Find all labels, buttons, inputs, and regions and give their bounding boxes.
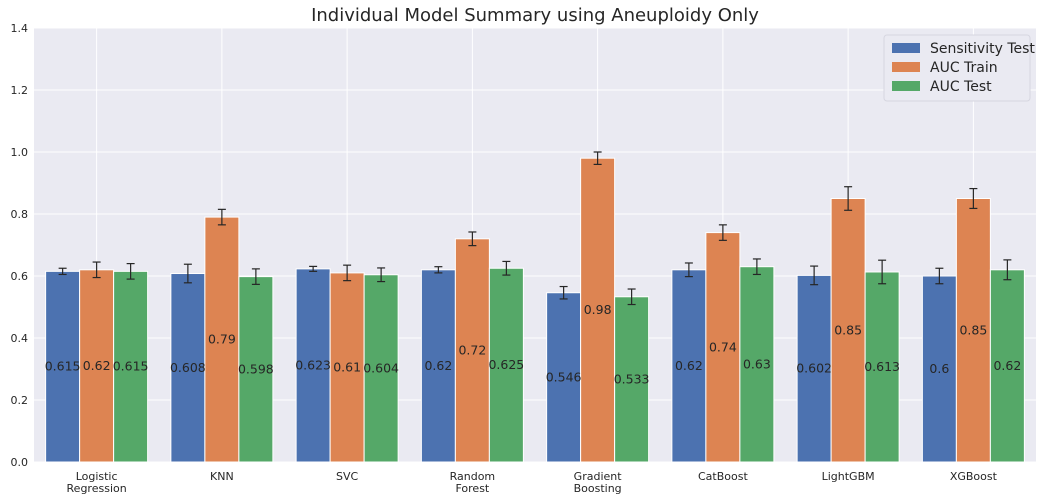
- bar-value-label: 0.623: [295, 357, 331, 372]
- bar-value-label: 0.533: [614, 371, 650, 386]
- bar-value-label: 0.602: [796, 361, 832, 376]
- bar: [546, 292, 582, 463]
- bar-value-label: 0.62: [83, 358, 111, 373]
- bar: [79, 269, 115, 463]
- x-tick-label: SVC: [336, 470, 359, 483]
- x-axis-ticks: Logistic Regression KNN SVC Random Forest Grad…: [67, 470, 998, 495]
- legend: Sensitivity Test AUC Train AUC Test: [883, 34, 1035, 102]
- bar-value-label: 0.85: [959, 322, 987, 337]
- bar-value-label: 0.62: [424, 358, 452, 373]
- bar-value-label: 0.615: [45, 359, 81, 374]
- y-tick-label: 1.0: [11, 146, 29, 159]
- legend-label: AUC Train: [930, 60, 998, 76]
- y-tick-label: 1.4: [11, 22, 29, 35]
- bar: [671, 269, 707, 463]
- bar-value-label: 0.608: [170, 360, 206, 375]
- legend-box: [883, 34, 1031, 102]
- bar-value-label: 0.546: [546, 369, 582, 384]
- x-tick-label: Logistic Regression: [67, 470, 127, 495]
- error-bars: [58, 151, 1012, 306]
- bar-value-label: 0.79: [208, 332, 236, 347]
- y-tick-label: 0.0: [11, 456, 29, 469]
- legend-label: AUC Test: [930, 79, 992, 95]
- bar: [921, 275, 957, 463]
- y-tick-label: 1.2: [11, 84, 29, 97]
- bar: [170, 273, 206, 463]
- legend-swatch: [892, 81, 920, 91]
- bar-value-label: 0.61: [333, 359, 361, 374]
- bar: [113, 270, 149, 463]
- bar-value-label: 0.98: [584, 302, 612, 317]
- x-tick-label: Gradient Boosting: [574, 470, 623, 495]
- bar: [796, 274, 832, 463]
- bar-value-label: 0.615: [113, 359, 149, 374]
- x-tick-label: Random Forest: [450, 470, 496, 495]
- bar-value-label: 0.613: [864, 359, 900, 374]
- bar: [864, 271, 900, 463]
- bar-value-label: 0.72: [458, 342, 486, 357]
- bar: [363, 274, 399, 463]
- bar: [329, 272, 365, 463]
- x-tick-label: CatBoost: [698, 470, 748, 483]
- y-tick-label: 0.2: [11, 394, 29, 407]
- bar: [420, 269, 456, 463]
- bar-value-label: 0.6: [929, 361, 949, 376]
- chart-title: Individual Model Summary using Aneuploid…: [311, 5, 759, 26]
- bar-value-label: 0.63: [743, 356, 771, 371]
- bar-value-label: 0.62: [993, 358, 1021, 373]
- bar-value-label: 0.598: [238, 361, 274, 376]
- y-tick-label: 0.4: [11, 332, 29, 345]
- legend-swatch: [892, 62, 920, 72]
- bar: [705, 232, 741, 463]
- y-tick-label: 0.8: [11, 208, 29, 221]
- bar: [204, 216, 240, 463]
- legend-swatch: [892, 43, 920, 53]
- x-tick-label: XGBoost: [950, 470, 998, 483]
- bar: [238, 276, 274, 463]
- bar: [295, 268, 331, 463]
- x-tick-label: KNN: [210, 470, 234, 483]
- bar: [739, 266, 775, 463]
- bar-value-label: 0.62: [675, 358, 703, 373]
- legend-label: Sensitivity Test: [930, 41, 1035, 57]
- bar-value-label: 0.625: [488, 357, 524, 372]
- bar-value-labels: 0.615 0.608 0.623 0.62 0.546 0.62 0.602 0.6 0.62…: [45, 302, 1022, 386]
- y-axis-ticks: 0.0 0.2 0.4 0.6 0.8 1.0 1.2 1.4: [11, 22, 29, 469]
- bar-value-label: 0.74: [709, 339, 737, 354]
- y-tick-label: 0.6: [11, 270, 29, 283]
- bar-value-label: 0.604: [363, 360, 399, 375]
- bar-value-label: 0.85: [834, 322, 862, 337]
- x-tick-label: LightGBM: [822, 470, 875, 483]
- bar: [488, 267, 524, 463]
